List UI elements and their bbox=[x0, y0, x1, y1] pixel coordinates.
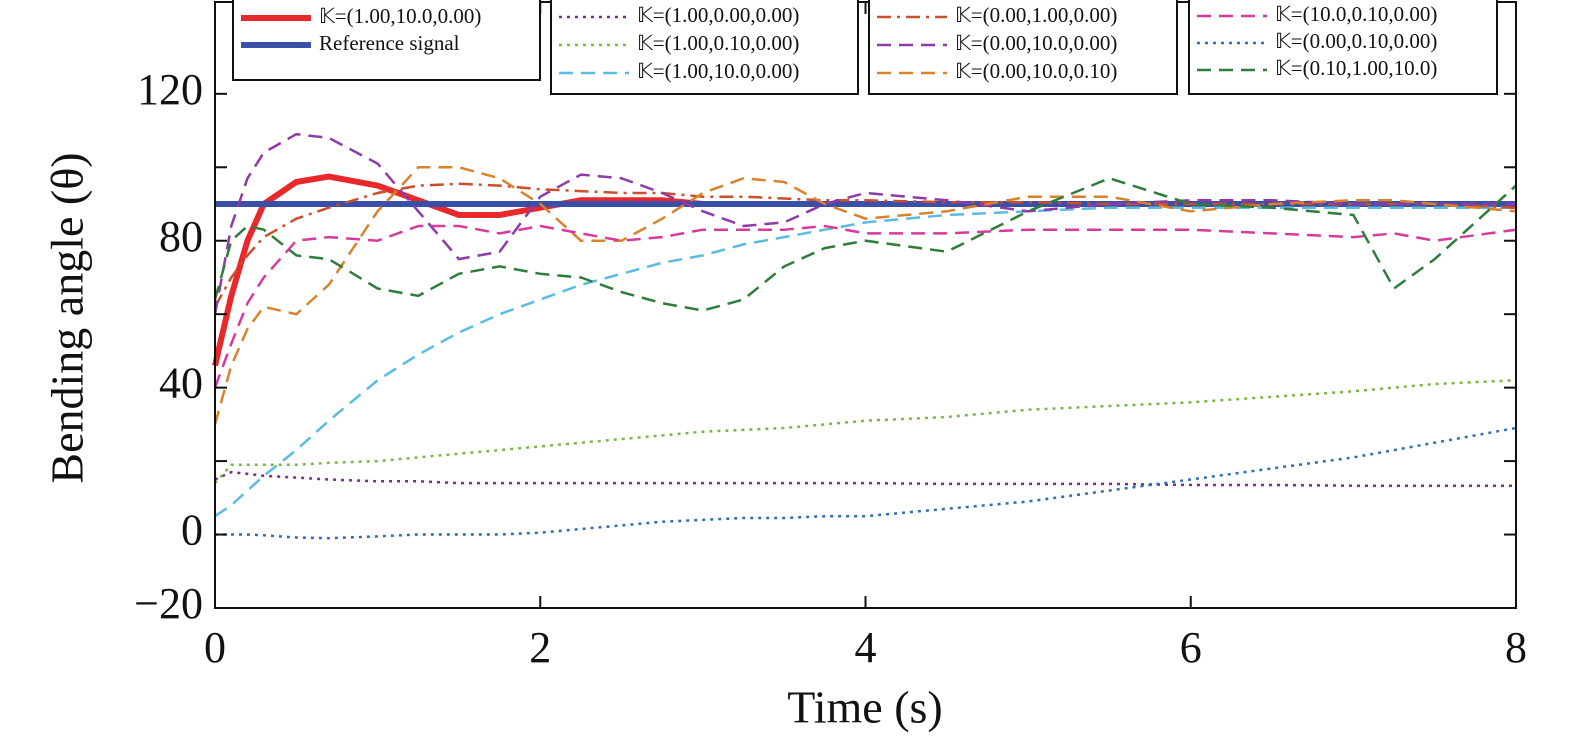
legend-label: 𝕂=(1.00,10.0,0.00) bbox=[637, 59, 799, 83]
y-tick-label: 40 bbox=[159, 359, 203, 408]
series-line bbox=[215, 426, 1517, 540]
legend-label: 𝕂=(0.00,1.00,0.00) bbox=[955, 3, 1117, 27]
legend-label: 𝕂=(0.00,0.10,0.00) bbox=[1275, 29, 1437, 53]
legend-box bbox=[550, 0, 859, 95]
series-line bbox=[214, 379, 1517, 484]
series-line bbox=[213, 176, 1517, 312]
legend-box bbox=[232, 0, 541, 81]
y-tick-label: 0 bbox=[181, 506, 203, 555]
x-tick-label: 4 bbox=[855, 623, 877, 672]
legend-label: 𝕂=(1.00,0.10,0.00) bbox=[637, 31, 799, 55]
x-tick-label: 2 bbox=[529, 623, 551, 672]
legend-label: 𝕂=(1.00,10.0,0.00) bbox=[319, 4, 481, 28]
series-line bbox=[213, 224, 1517, 389]
legend-box bbox=[868, 0, 1178, 95]
legend-box bbox=[1188, 0, 1498, 95]
legend-label: 𝕂=(10.0,0.10,0.00) bbox=[1275, 2, 1437, 26]
series-line bbox=[213, 182, 1517, 308]
y-axis-label: Bending angle (θ) bbox=[42, 152, 93, 483]
legend-label: 𝕂=(0.00,10.0,0.10) bbox=[955, 59, 1117, 83]
x-axis-label: Time (s) bbox=[787, 682, 943, 733]
legend-label: 𝕂=(0.10,1.00,10.0) bbox=[1275, 56, 1437, 80]
legend-label: 𝕂=(1.00,0.00,0.00) bbox=[637, 3, 799, 27]
x-tick-label: 6 bbox=[1180, 623, 1202, 672]
series-line bbox=[213, 132, 1516, 315]
legend-label: Reference signal bbox=[319, 31, 460, 55]
series-line bbox=[213, 166, 1517, 425]
y-tick-label: −20 bbox=[134, 579, 203, 628]
x-tick-label: 8 bbox=[1505, 623, 1527, 672]
y-tick-label: 120 bbox=[137, 65, 203, 114]
legend-label: 𝕂=(0.00,10.0,0.00) bbox=[955, 31, 1117, 55]
series-line bbox=[214, 206, 1516, 518]
series-line bbox=[214, 470, 1516, 487]
y-tick-label: 80 bbox=[159, 212, 203, 261]
x-tick-label: 0 bbox=[204, 623, 226, 672]
